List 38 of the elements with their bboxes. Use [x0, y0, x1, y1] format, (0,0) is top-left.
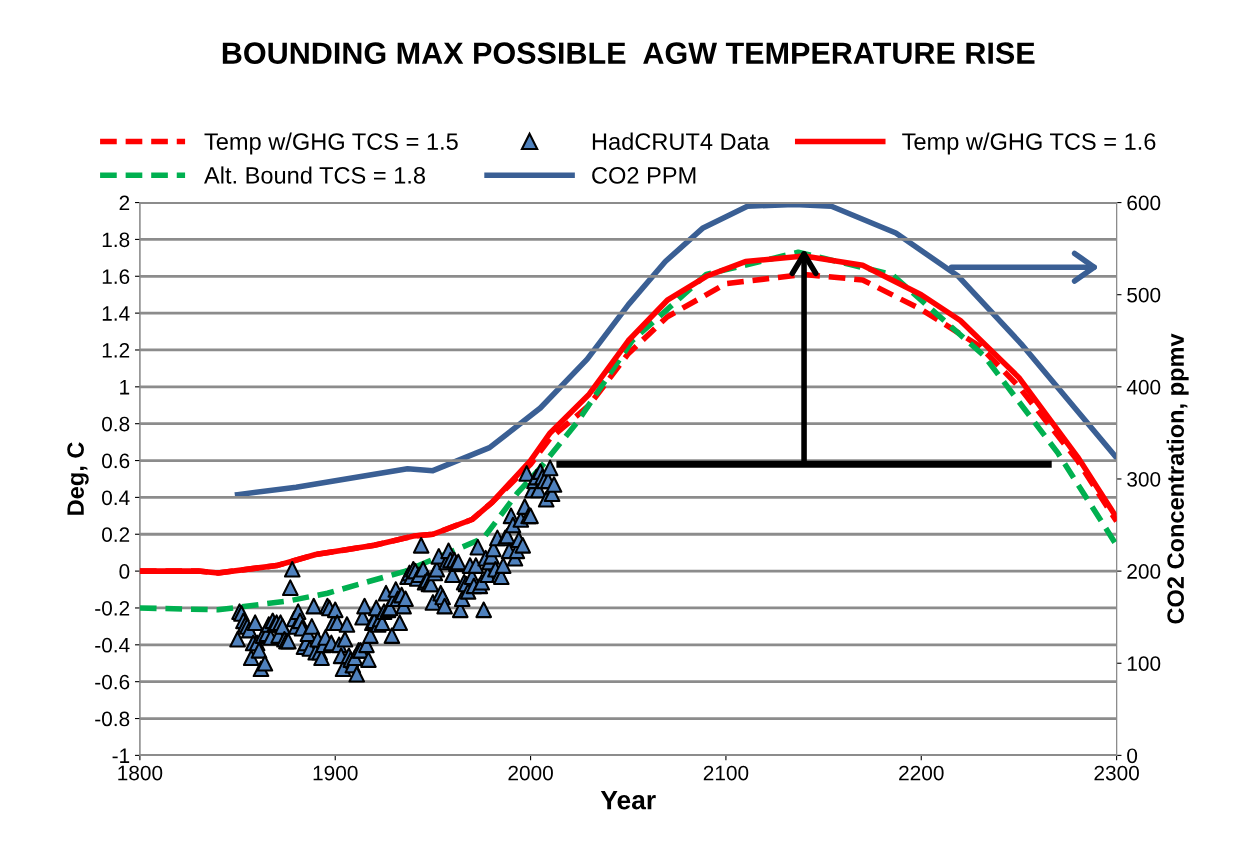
- x-tick-label: 2000: [508, 765, 553, 781]
- x-tick-label: 2200: [899, 765, 944, 781]
- y-tick-label: -0.2: [95, 600, 130, 616]
- legend-label: Alt. Bound TCS = 1.8: [204, 166, 425, 184]
- y2-tick-label: 200: [1127, 564, 1161, 579]
- y-tick-label: 0.6: [102, 453, 130, 469]
- y2-tick-label: 0: [1127, 748, 1138, 764]
- y-tick-label: 0.8: [102, 416, 130, 432]
- legend-label: Temp w/GHG TCS = 1.5: [204, 132, 458, 155]
- legend-label: Temp w/GHG TCS = 1.6: [902, 132, 1156, 155]
- y-tick-label: 0.4: [102, 490, 130, 506]
- y2-tick-label: 300: [1127, 471, 1161, 487]
- chart-title: BOUNDING MAX POSSIBLE AGW TEMPERATURE RISE: [222, 42, 1035, 64]
- y-axis-title: Deg, C: [67, 442, 89, 515]
- y2-tick-label: 600: [1127, 195, 1161, 211]
- y-tick-label: 0.2: [102, 527, 130, 543]
- y-tick-label: 1.8: [102, 232, 130, 248]
- y-tick-label: 1.4: [102, 306, 130, 321]
- y-tick-label: 2: [119, 195, 130, 211]
- x-tick-label: 1800: [118, 765, 163, 781]
- x-axis-title: Year: [600, 791, 656, 810]
- y-tick-label: -0.6: [95, 674, 130, 690]
- x-tick-label: 2100: [703, 765, 749, 781]
- y2-tick-label: 400: [1126, 379, 1161, 395]
- y-tick-label: 0: [119, 564, 130, 579]
- y-tick-label: 1.2: [102, 342, 130, 358]
- y2-tick-label: 500: [1127, 287, 1161, 303]
- y-tick-label: -0.8: [95, 711, 130, 727]
- y2-axis-title: CO2 Concentration, ppmv: [1166, 333, 1189, 624]
- x-tick-label: 2300: [1094, 765, 1139, 781]
- y-tick-label: 1.6: [102, 269, 130, 285]
- y2-tick-label: 100: [1127, 656, 1161, 671]
- y-tick-label: -1: [112, 748, 130, 763]
- x-tick-label: 1900: [313, 765, 358, 781]
- legend-label: HadCRUT4 Data: [592, 132, 770, 150]
- y-tick-label: -0.4: [95, 637, 130, 653]
- y-tick-label: 1: [120, 380, 130, 395]
- legend-label: CO2 PPM: [592, 167, 696, 184]
